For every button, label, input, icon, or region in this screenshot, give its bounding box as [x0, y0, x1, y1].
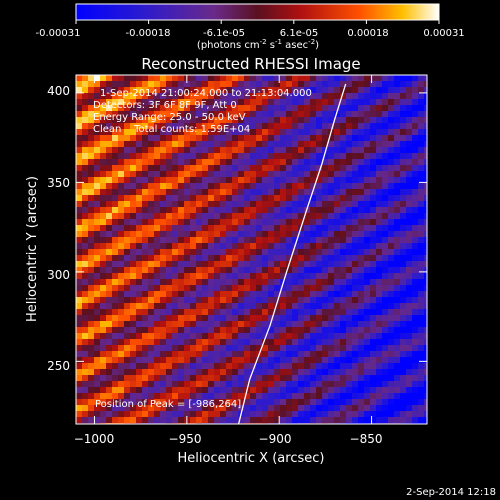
annotation-detectors: Detectors: 3F 6F 8F 9F, Att 0 [93, 100, 237, 111]
colorbar-gradient [75, 3, 440, 21]
colorbar-tick-label-3: 6.1e-05 [280, 28, 318, 39]
x-axis-label: Heliocentric X (arcsec) [178, 451, 325, 466]
x-tick-label--850: −850 [350, 432, 383, 446]
colorbar: -0.00031 -0.00018 -6.1e-05 6.1e-05 0.000… [36, 3, 465, 51]
y-tick-label-350: 350 [47, 176, 70, 190]
x-axis-ticks [93, 75, 373, 424]
y-tick-label-300: 300 [47, 268, 70, 282]
annotation-clean: Clean Total counts: 1.59E+04 [93, 124, 250, 135]
heatmap-image [76, 75, 427, 424]
annotation-energy: Energy Range: 25.0 - 50.0 keV [93, 112, 246, 123]
y-axis-label: Heliocentric Y (arcsec) [25, 176, 40, 322]
x-tick-label--1000: −1000 [74, 432, 115, 446]
colorbar-tick-label-1: -0.00018 [126, 28, 171, 39]
plot-frame [75, 74, 428, 425]
x-tick-label--950: −950 [169, 432, 202, 446]
colorbar-tick-label-4: 0.00018 [347, 28, 388, 39]
y-tick-label-250: 250 [47, 359, 70, 373]
y-tick-label-400: 400 [47, 84, 70, 98]
colorbar-unit-label: (photons cm-2 s-1 asec-2) [197, 38, 319, 51]
chart-title: Reconstructed RHESSI Image [141, 55, 360, 73]
solar-limb-curve [237, 83, 347, 424]
colorbar-tick-label-0: -0.00031 [36, 28, 81, 39]
annotation-peak: Position of Peak = [-986,264] [95, 399, 241, 410]
footer-timestamp: 2-Sep-2014 12:18 [406, 487, 496, 498]
annotation-time-range: 1-Sep-2014 21:00:24.000 to 21:13:04.000 [100, 88, 312, 99]
colorbar-tick-label-2: -6.1e-05 [203, 28, 245, 39]
y-axis-ticks [76, 92, 427, 362]
colorbar-ticks [75, 20, 440, 24]
colorbar-tick-label-5: 0.00031 [423, 28, 464, 39]
x-tick-label--900: −900 [259, 432, 292, 446]
